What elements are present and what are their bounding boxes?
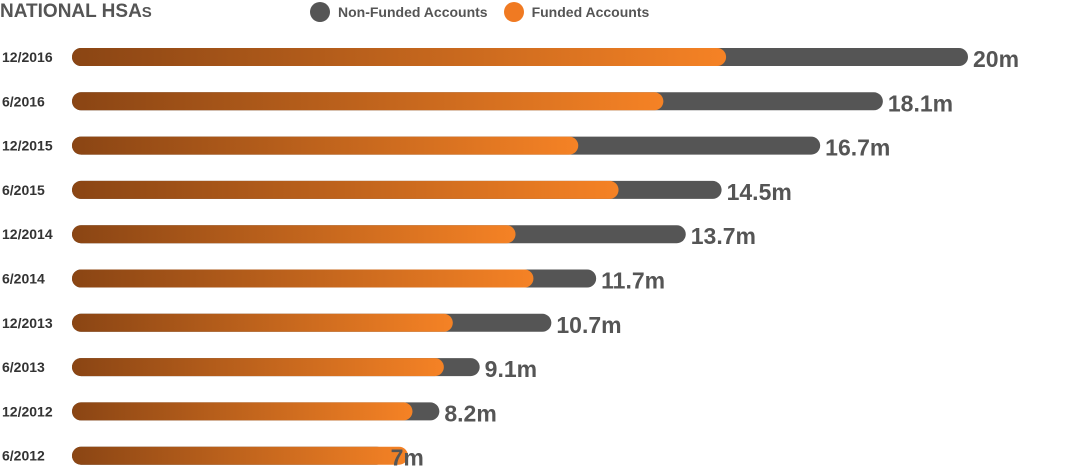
value-label: 16.7m xyxy=(825,135,890,161)
bar-funded xyxy=(72,446,408,465)
chart-title-suffix: S xyxy=(141,4,152,21)
value-label: 20m xyxy=(973,46,1019,72)
category-label: 12/2013 xyxy=(2,315,53,331)
bar-funded xyxy=(72,358,444,377)
value-label: 10.7m xyxy=(556,312,621,338)
legend-item-non-funded: Non-Funded Accounts xyxy=(310,2,488,22)
legend-label-funded: Funded Accounts xyxy=(531,4,650,20)
category-label: 12/2015 xyxy=(2,138,53,154)
bars-group: 12/2016 20m 6/2016 18.1m 12/2015 16.7m 6/2015 1… xyxy=(2,46,1019,469)
value-label: 18.1m xyxy=(888,90,953,116)
category-label: 12/2012 xyxy=(2,403,53,419)
category-label: 6/2016 xyxy=(2,93,45,109)
legend-swatch-funded xyxy=(503,2,524,22)
category-label: 6/2013 xyxy=(2,359,45,375)
legend: Non-Funded Accounts Funded Accounts xyxy=(310,2,665,22)
bar-funded xyxy=(72,180,619,199)
legend-swatch-non-funded xyxy=(310,2,330,22)
bar-funded xyxy=(72,48,727,66)
category-label: 12/2014 xyxy=(2,226,53,242)
bar-funded xyxy=(72,402,413,421)
bar-funded xyxy=(72,92,664,111)
value-label: 8.2m xyxy=(444,400,496,426)
category-label: 6/2012 xyxy=(2,448,45,464)
value-label: 11.7m xyxy=(601,268,665,294)
category-label: 12/2016 xyxy=(2,49,53,65)
legend-item-funded: Funded Accounts xyxy=(503,2,650,22)
value-label: 13.7m xyxy=(691,223,756,249)
value-label: 9.1m xyxy=(485,356,537,382)
category-label: 6/2015 xyxy=(2,182,45,198)
bar-funded xyxy=(72,136,579,155)
bar-funded xyxy=(72,225,516,244)
value-label: 7m xyxy=(391,445,424,469)
legend-label-non-funded: Non-Funded Accounts xyxy=(338,4,488,20)
bar-funded xyxy=(72,269,534,288)
value-label: 14.5m xyxy=(727,179,792,205)
bar-funded xyxy=(72,313,453,332)
chart-title: NATIONAL HSAS xyxy=(0,1,152,24)
chart-title-main: NATIONAL HSA xyxy=(0,1,142,22)
category-label: 6/2014 xyxy=(2,271,45,287)
